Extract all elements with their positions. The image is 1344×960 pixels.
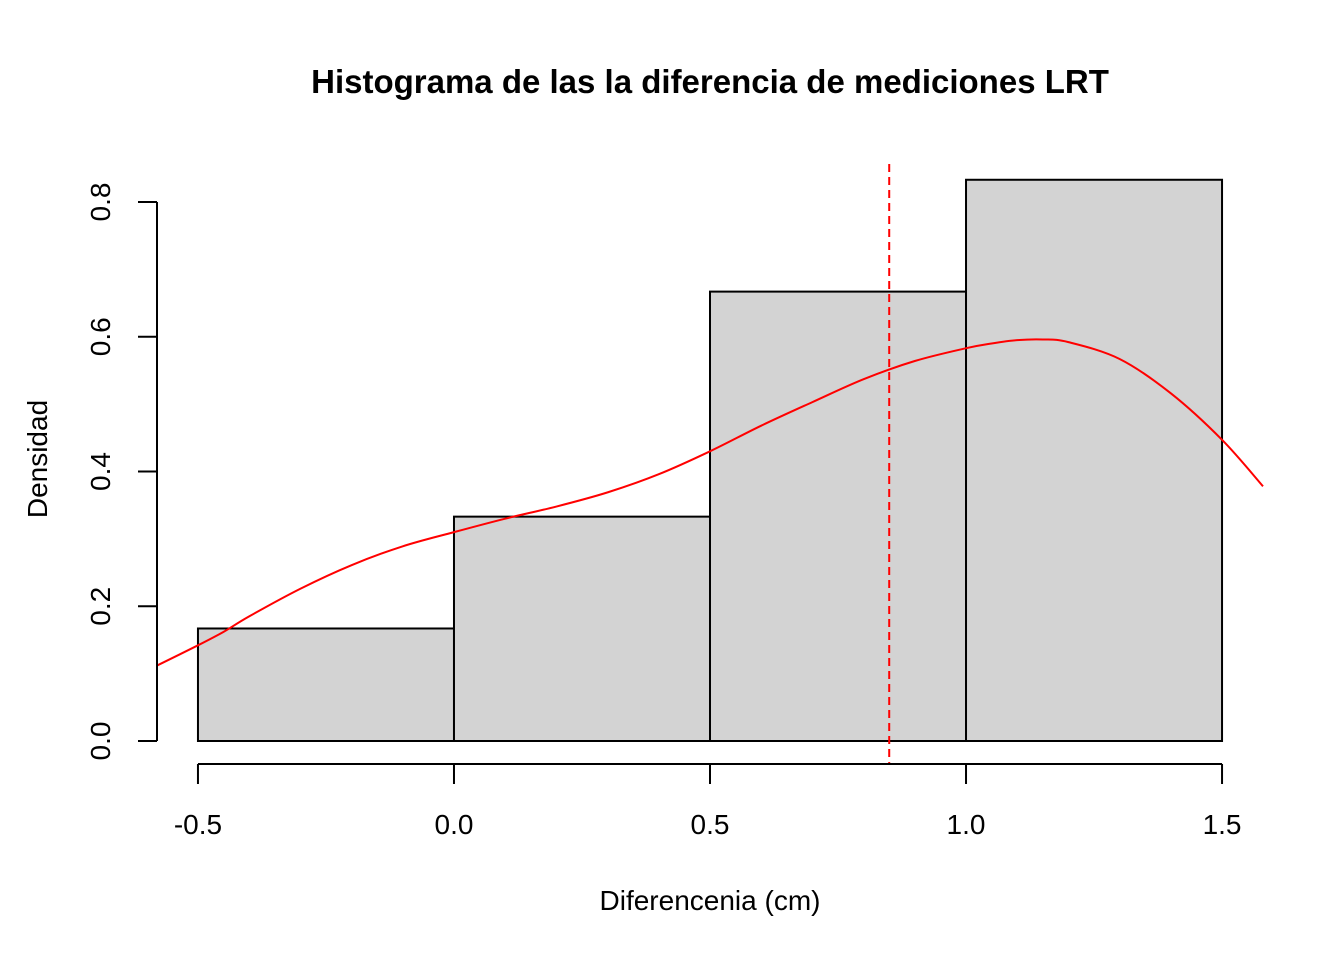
histogram-bar-3 <box>709 290 968 742</box>
y-tick-label: 0.8 <box>85 183 116 222</box>
y-axis: 0.0 0.2 0.4 0.6 0.8 <box>85 183 158 761</box>
density-curve <box>156 338 1264 667</box>
y-tick-label: 0.6 <box>85 317 116 356</box>
histogram-bar-2 <box>452 515 711 742</box>
y-tick-label: 0.4 <box>85 452 116 491</box>
x-tick-label: 0.0 <box>435 809 474 840</box>
y-tick-label: 0.0 <box>85 722 116 761</box>
x-tick-label: -0.5 <box>174 809 222 840</box>
x-axis-label: Diferencenia (cm) <box>600 885 821 916</box>
y-axis-label: Densidad <box>22 400 53 518</box>
histogram-bar-4 <box>965 178 1224 743</box>
chart-title: Histograma de las la diferencia de medic… <box>311 63 1109 100</box>
x-tick-label: 0.5 <box>691 809 730 840</box>
histogram-bars <box>196 178 1224 743</box>
x-tick-label: 1.0 <box>947 809 986 840</box>
y-tick-label: 0.2 <box>85 587 116 626</box>
x-axis: -0.5 0.0 0.5 1.0 1.5 <box>174 763 1242 840</box>
histogram-bar-1 <box>196 627 455 743</box>
x-tick-label: 1.5 <box>1203 809 1242 840</box>
